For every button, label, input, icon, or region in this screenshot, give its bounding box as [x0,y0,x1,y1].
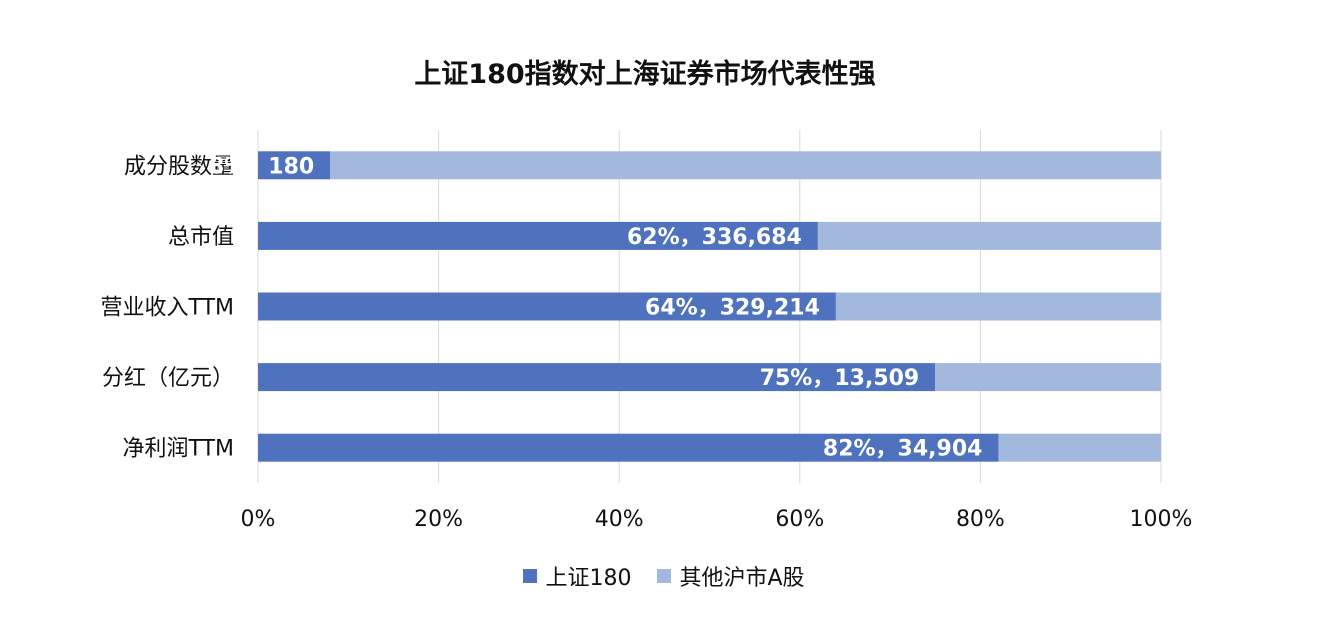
legend-item-series-2: 其他沪市A股 [657,560,805,592]
category-label: 总市值 [168,225,234,250]
category-label: 营业收入TTM [101,296,234,321]
legend-label-series-2: 其他沪市A股 [679,566,805,591]
category-label: 成分股数量 [124,154,234,179]
data-label: 75%，13,509 [760,366,920,391]
data-label: 64%，329,214 [645,296,820,321]
x-tick-label: 20% [414,507,463,532]
bar-sse180 [258,363,936,392]
legend-swatch-series-1 [523,569,538,583]
category-label: 净利润TTM [123,437,234,462]
data-label: 62%，336,684 [627,225,802,250]
legend: 上证180 其他沪市A股 [0,560,1328,592]
data-label: 8%，180 [209,154,314,179]
bar-other [935,363,1161,392]
bar-other [998,433,1161,462]
bar-sse180 [258,433,999,462]
bar-other [817,221,1161,250]
x-tick-label: 80% [956,507,1005,532]
bar-other [330,151,1161,180]
chart-title: 上证180指数对上海证券市场代表性强 [414,59,876,90]
bar-sse180 [258,292,836,321]
bar-sse180 [258,221,818,250]
bar-sse180 [258,151,331,180]
bar-other [835,292,1161,321]
category-label: 分红（亿元） [102,366,234,391]
legend-swatch-series-2 [657,569,672,583]
x-tick-label: 40% [595,507,644,532]
data-label: 82%，34,904 [823,437,983,462]
legend-label-series-1: 上证180 [545,566,632,591]
x-tick-label: 60% [775,507,824,532]
x-tick-label: 0% [241,507,276,532]
legend-item-series-1: 上证180 [523,560,631,592]
x-tick-label: 100% [1130,507,1193,532]
